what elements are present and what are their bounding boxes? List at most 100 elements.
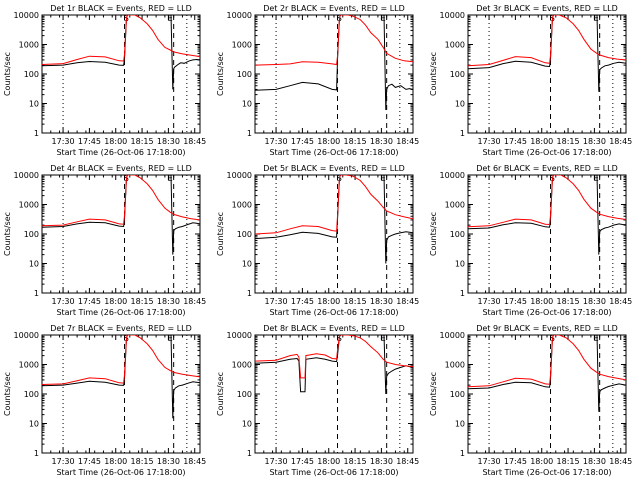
y-tick-label: 1000 <box>232 361 252 370</box>
y-tick-label: 10000 <box>14 11 39 20</box>
series-events-line <box>468 335 626 412</box>
series-lld-line <box>42 15 200 65</box>
y-tick-label: 1000 <box>19 41 39 50</box>
marker-letter: E <box>594 174 599 183</box>
y-axis-label: Counts/sec <box>3 52 12 96</box>
x-axis-label: Start Time (26-Oct-06 17:18:00) <box>482 148 611 157</box>
chart-panel: Det 1r BLACK = Events, RED = LLD Counts/s… <box>0 0 213 160</box>
series-events-line <box>255 15 413 111</box>
x-tick-label: 18:00 <box>317 297 340 306</box>
y-axis-label: Counts/sec <box>216 372 225 416</box>
chart-svg: Det 2r BLACK = Events, RED = LLD Counts/s… <box>216 4 419 157</box>
x-tick-label: 18:30 <box>370 137 393 146</box>
y-tick-label: 10000 <box>227 331 252 340</box>
y-tick-label: 1000 <box>232 201 252 210</box>
y-tick-label: 10000 <box>14 171 39 180</box>
y-tick-label: 10 <box>242 260 252 269</box>
y-tick-label: 100 <box>24 70 39 79</box>
marker-letter: E <box>168 174 173 183</box>
chart-title: Det 6r BLACK = Events, RED = LLD <box>476 164 618 173</box>
x-tick-label: 17:45 <box>504 457 527 466</box>
x-tick-label: 18:45 <box>609 457 632 466</box>
chart-title: Det 3r BLACK = Events, RED = LLD <box>476 4 618 13</box>
x-tick-label: 18:00 <box>530 137 553 146</box>
y-axis-label: Counts/sec <box>3 372 12 416</box>
y-tick-label: 10000 <box>440 331 465 340</box>
x-tick-label: 18:30 <box>157 137 180 146</box>
x-tick-label: 17:45 <box>78 457 101 466</box>
x-tick-label: 17:45 <box>504 297 527 306</box>
y-axis-label: Counts/sec <box>216 212 225 256</box>
x-axis-label: Start Time (26-Oct-06 17:18:00) <box>56 308 185 317</box>
chart-title: Det 8r BLACK = Events, RED = LLD <box>263 324 405 333</box>
y-tick-label: 1 <box>247 289 252 298</box>
x-tick-label: 18:00 <box>530 457 553 466</box>
x-tick-label: 17:45 <box>78 297 101 306</box>
x-tick-label: 17:45 <box>78 137 101 146</box>
marker-letter: E <box>594 334 599 343</box>
x-tick-label: 17:30 <box>265 137 288 146</box>
x-tick-label: 18:15 <box>131 137 154 146</box>
series-events-line <box>42 15 200 90</box>
x-tick-label: 17:30 <box>478 137 501 146</box>
chart-title: Det 1r BLACK = Events, RED = LLD <box>50 4 192 13</box>
x-tick-label: 18:30 <box>157 457 180 466</box>
y-tick-label: 10 <box>29 420 39 429</box>
x-tick-label: 17:30 <box>52 297 75 306</box>
x-tick-label: 18:45 <box>183 137 206 146</box>
x-tick-label: 17:30 <box>265 297 288 306</box>
y-tick-label: 1 <box>34 129 39 138</box>
y-tick-label: 100 <box>237 230 252 239</box>
x-tick-label: 17:45 <box>291 137 314 146</box>
y-tick-label: 1000 <box>445 201 465 210</box>
y-tick-label: 1000 <box>19 361 39 370</box>
y-tick-label: 100 <box>450 390 465 399</box>
y-tick-label: 10 <box>242 420 252 429</box>
series-events-line <box>42 175 200 255</box>
x-axis-label: Start Time (26-Oct-06 17:18:00) <box>482 308 611 317</box>
x-axis-label: Start Time (26-Oct-06 17:18:00) <box>56 468 185 477</box>
y-axis-label: Counts/sec <box>429 212 438 256</box>
y-tick-label: 10000 <box>227 171 252 180</box>
x-tick-label: 18:45 <box>609 137 632 146</box>
plot-frame <box>254 14 414 134</box>
x-tick-label: 18:45 <box>183 297 206 306</box>
series-events-line <box>255 175 413 264</box>
y-tick-label: 100 <box>450 70 465 79</box>
y-tick-label: 10 <box>455 260 465 269</box>
chart-svg: Det 7r BLACK = Events, RED = LLD Counts/s… <box>3 324 206 477</box>
chart-panel: Det 8r BLACK = Events, RED = LLD Counts/s… <box>213 320 426 480</box>
chart-svg: Det 3r BLACK = Events, RED = LLD Counts/s… <box>429 4 632 157</box>
y-axis-label: Counts/sec <box>216 52 225 96</box>
plot-frame <box>467 334 627 454</box>
series-events-line <box>468 15 626 92</box>
x-tick-label: 18:00 <box>104 137 127 146</box>
y-tick-label: 10 <box>29 260 39 269</box>
chart-svg: Det 5r BLACK = Events, RED = LLD Counts/s… <box>216 164 419 317</box>
y-tick-label: 100 <box>237 70 252 79</box>
y-tick-label: 1000 <box>232 41 252 50</box>
marker-letter: E <box>168 334 173 343</box>
marker-letter: E <box>594 14 599 23</box>
x-tick-label: 18:30 <box>370 297 393 306</box>
y-tick-label: 1 <box>460 129 465 138</box>
x-tick-label: 18:30 <box>157 297 180 306</box>
series-lld-line <box>468 335 626 388</box>
series-lld-line <box>255 15 413 66</box>
x-tick-label: 18:00 <box>317 137 340 146</box>
y-tick-label: 1000 <box>19 201 39 210</box>
x-axis-label: Start Time (26-Oct-06 17:18:00) <box>269 308 398 317</box>
x-tick-label: 17:30 <box>52 137 75 146</box>
plot-frame <box>467 174 627 294</box>
chart-panel: Det 5r BLACK = Events, RED = LLD Counts/s… <box>213 160 426 320</box>
x-tick-label: 17:30 <box>478 457 501 466</box>
x-tick-label: 18:00 <box>104 457 127 466</box>
y-tick-label: 1 <box>34 449 39 458</box>
y-tick-label: 10 <box>242 100 252 109</box>
chart-title: Det 4r BLACK = Events, RED = LLD <box>50 164 192 173</box>
chart-title: Det 7r BLACK = Events, RED = LLD <box>50 324 192 333</box>
chart-title: Det 9r BLACK = Events, RED = LLD <box>476 324 618 333</box>
y-tick-label: 1 <box>247 449 252 458</box>
x-tick-label: 18:45 <box>609 297 632 306</box>
y-tick-label: 100 <box>237 390 252 399</box>
